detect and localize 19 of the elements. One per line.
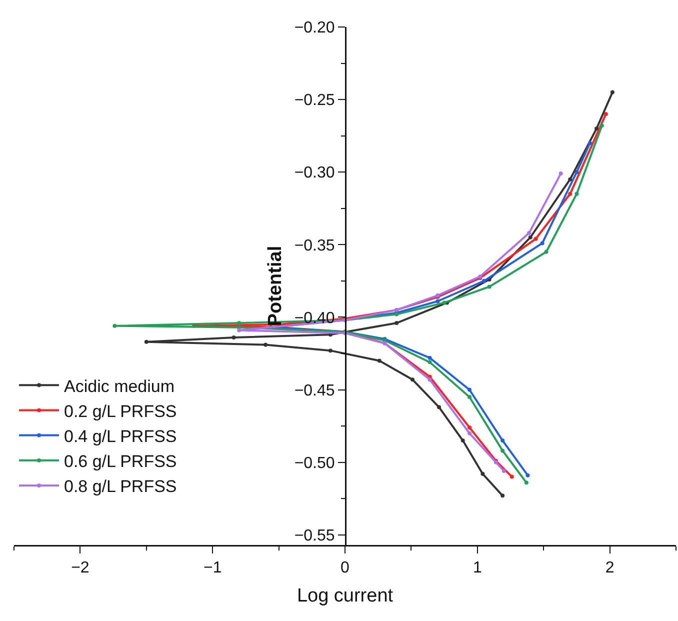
- legend-label: 0.4 g/L PRFSS: [64, 426, 177, 446]
- legend-label: Acidic medium: [64, 376, 175, 396]
- legend-label: 0.8 g/L PRFSS: [64, 477, 177, 496]
- y-tick-label: −0.55: [294, 527, 335, 544]
- x-tick-label: −2: [71, 560, 90, 577]
- y-tick-label: −0.35: [294, 237, 335, 254]
- legend-label: 0.2 g/L PRFSS: [64, 402, 177, 421]
- x-tick-label: 2: [605, 560, 614, 577]
- y-tick-label: −0.50: [294, 454, 335, 472]
- x-tick-label: 1: [472, 560, 482, 577]
- x-axis-title: Log current: [296, 585, 394, 606]
- legend-label: 0.6 g/L PRFSS: [64, 452, 177, 472]
- y-axis-title: Potential: [264, 246, 286, 326]
- x-tick-label: −1: [203, 560, 222, 577]
- y-tick-label: −0.45: [294, 382, 335, 400]
- y-tick-label: −0.30: [294, 164, 335, 182]
- y-tick-label: −0.25: [294, 92, 335, 110]
- y-tick-label: −0.20: [294, 20, 335, 37]
- x-tick-label: 0: [340, 560, 350, 577]
